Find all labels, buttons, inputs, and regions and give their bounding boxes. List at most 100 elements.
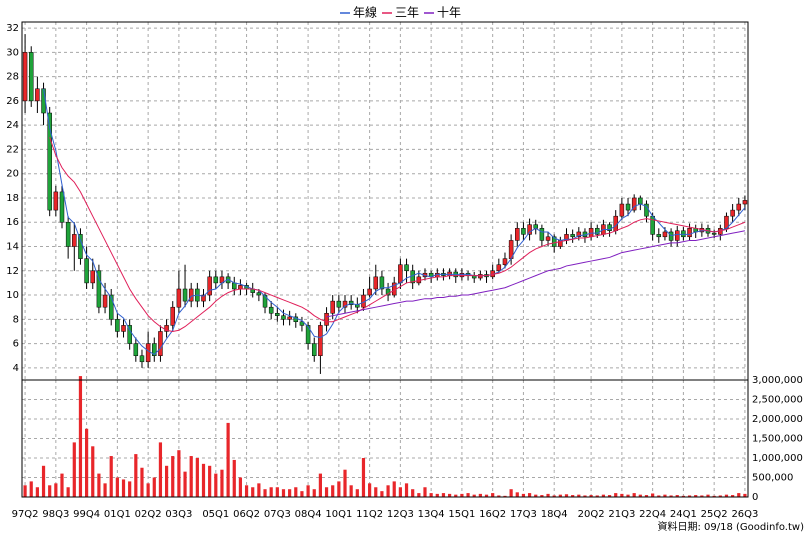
candle-body: [576, 231, 582, 238]
marks-layer: [22, 34, 748, 497]
candle-body: [742, 200, 748, 205]
volume-bar: [638, 494, 642, 497]
legend-label: 三年: [395, 6, 419, 20]
volume-bar: [257, 483, 261, 497]
candle-body: [595, 228, 600, 235]
candle-body: [311, 343, 317, 356]
candle-body: [256, 292, 262, 296]
x-tick-label: 05Q1: [202, 509, 229, 520]
candle-body: [681, 230, 686, 238]
volume-bar: [91, 446, 95, 497]
volume-bar: [423, 487, 427, 497]
candle-body: [47, 112, 52, 211]
volume-bar: [78, 376, 83, 497]
volume-bar: [435, 493, 439, 497]
candle-body: [650, 215, 655, 235]
volume-bar: [527, 493, 532, 497]
x-tick-label: 08Q4: [295, 509, 322, 520]
candle-body: [502, 258, 508, 265]
candle-body: [398, 264, 403, 284]
candle-body: [674, 230, 680, 241]
candle-body: [53, 191, 59, 211]
candle-body: [305, 325, 311, 344]
x-tick-label: 18Q4: [541, 509, 568, 520]
volume-bar: [595, 495, 599, 497]
volume-bar: [60, 473, 64, 497]
candle-body: [318, 325, 323, 356]
volume-bar: [355, 489, 359, 497]
candle-body: [170, 306, 175, 326]
candle-body: [342, 300, 348, 308]
volume-bar: [743, 493, 747, 497]
candle-body: [373, 276, 379, 290]
volume-bar: [497, 495, 501, 497]
volume-bar: [571, 495, 575, 497]
x-tick-label: 15Q1: [448, 509, 475, 520]
y-tick-label: 14: [6, 242, 19, 253]
volume-bar: [312, 489, 316, 497]
candle-body: [459, 272, 465, 278]
y-tick-label: 32: [6, 23, 19, 34]
x-tick-label: 26Q3: [731, 509, 758, 520]
candle-body: [521, 228, 526, 235]
volume-bar: [66, 487, 70, 497]
volume-bar: [620, 493, 624, 497]
volume-bar: [226, 422, 230, 497]
volume-bar: [263, 489, 267, 497]
candle-body: [711, 232, 717, 235]
candle-body: [102, 294, 108, 308]
volume-bar: [128, 481, 132, 497]
volume-bar: [337, 481, 341, 497]
volume-bar: [109, 456, 113, 497]
volume-bar: [484, 494, 489, 497]
candle-body: [115, 319, 120, 332]
x-tick-label: 21Q3: [608, 509, 635, 520]
volume-bar: [694, 495, 698, 497]
x-tick-label: 12Q3: [387, 509, 414, 520]
candle-body: [108, 294, 114, 320]
legend-label: 十年: [437, 6, 461, 20]
volume-bar: [601, 494, 606, 497]
volume-bar: [23, 485, 27, 497]
text-layer: 4 6 8 10 12 14 16 18 20 22 24 26 28 30 32 年線 三年 十年 0 500,00…: [6, 5, 803, 521]
x-tick-label: 13Q4: [418, 509, 445, 520]
volume-bar: [386, 485, 390, 497]
candle-body: [158, 331, 163, 356]
y2-tick-label: 0: [752, 492, 758, 503]
candle-body: [22, 52, 28, 102]
volume-bar: [115, 477, 119, 497]
volume-bar: [644, 495, 649, 497]
volume-bar: [201, 463, 206, 497]
volume-bar: [208, 465, 212, 497]
volume-bar: [214, 473, 218, 497]
y-tick-label: 30: [6, 47, 19, 58]
volume-bar: [288, 489, 292, 497]
candle-body: [133, 343, 139, 356]
y2-tick-label: 3,000,000: [752, 375, 803, 386]
volume-bar: [712, 495, 716, 497]
volume-bar: [411, 489, 415, 497]
volume-bar: [368, 483, 372, 497]
candle-body: [207, 276, 212, 296]
candle-body: [287, 316, 292, 320]
volume-bar: [238, 477, 243, 497]
x-tick-label: 10Q1: [325, 509, 352, 520]
volume-bar: [85, 428, 89, 497]
x-tick-label: 03Q3: [165, 509, 192, 520]
volume-bar: [281, 489, 286, 497]
volume-bar: [441, 493, 446, 497]
candle-body: [348, 300, 354, 306]
volume-bar: [48, 485, 52, 497]
ma-line: [43, 88, 746, 356]
candle-body: [78, 234, 83, 259]
candle-body: [527, 224, 532, 235]
candle-body: [551, 236, 557, 247]
volume-bar: [724, 494, 729, 497]
volume-frame: [21, 379, 749, 498]
volume-bar: [146, 483, 150, 497]
candle-body: [35, 88, 40, 102]
volume-bar: [564, 494, 569, 497]
volume-bar: [417, 493, 421, 497]
volume-bar: [324, 487, 329, 497]
